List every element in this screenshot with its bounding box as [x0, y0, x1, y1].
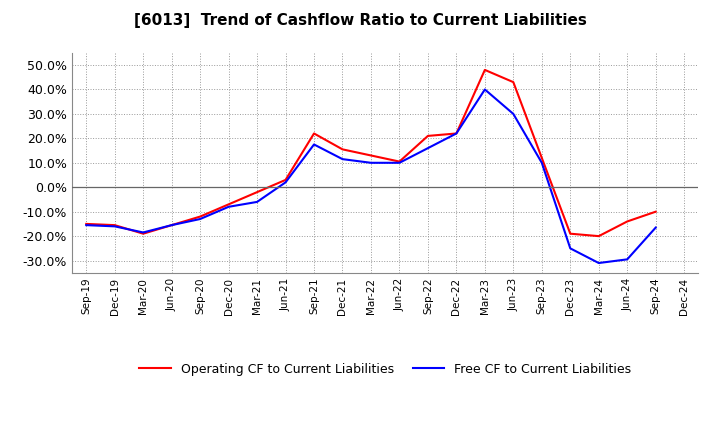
Line: Free CF to Current Liabilities: Free CF to Current Liabilities — [86, 89, 656, 263]
Free CF to Current Liabilities — [82, 223, 91, 228]
Free CF to Current Liabilities — [196, 216, 204, 222]
Operating CF to Current Liabilities — [652, 209, 660, 214]
Line: Operating CF to Current Liabilities: Operating CF to Current Liabilities — [86, 70, 656, 236]
Legend: Operating CF to Current Liabilities, Free CF to Current Liabilities: Operating CF to Current Liabilities, Fre… — [135, 358, 636, 381]
Free CF to Current Liabilities — [310, 142, 318, 147]
Free CF to Current Liabilities — [623, 257, 631, 262]
Free CF to Current Liabilities — [423, 146, 432, 151]
Free CF to Current Liabilities — [366, 160, 375, 165]
Free CF to Current Liabilities — [566, 246, 575, 251]
Operating CF to Current Liabilities — [196, 214, 204, 219]
Operating CF to Current Liabilities — [480, 67, 489, 73]
Operating CF to Current Liabilities — [595, 234, 603, 239]
Free CF to Current Liabilities — [282, 180, 290, 185]
Operating CF to Current Liabilities — [366, 153, 375, 158]
Free CF to Current Liabilities — [480, 87, 489, 92]
Operating CF to Current Liabilities — [452, 131, 461, 136]
Operating CF to Current Liabilities — [509, 80, 518, 85]
Free CF to Current Liabilities — [652, 225, 660, 230]
Operating CF to Current Liabilities — [139, 231, 148, 236]
Operating CF to Current Liabilities — [423, 133, 432, 139]
Operating CF to Current Liabilities — [537, 155, 546, 161]
Operating CF to Current Liabilities — [282, 177, 290, 183]
Free CF to Current Liabilities — [395, 160, 404, 165]
Operating CF to Current Liabilities — [225, 202, 233, 207]
Operating CF to Current Liabilities — [338, 147, 347, 152]
Operating CF to Current Liabilities — [310, 131, 318, 136]
Operating CF to Current Liabilities — [253, 190, 261, 195]
Text: [6013]  Trend of Cashflow Ratio to Current Liabilities: [6013] Trend of Cashflow Ratio to Curren… — [134, 13, 586, 28]
Free CF to Current Liabilities — [253, 199, 261, 205]
Free CF to Current Liabilities — [537, 160, 546, 165]
Free CF to Current Liabilities — [452, 131, 461, 136]
Free CF to Current Liabilities — [167, 223, 176, 228]
Operating CF to Current Liabilities — [82, 221, 91, 227]
Operating CF to Current Liabilities — [623, 219, 631, 224]
Operating CF to Current Liabilities — [167, 223, 176, 228]
Free CF to Current Liabilities — [110, 224, 119, 229]
Free CF to Current Liabilities — [225, 204, 233, 209]
Free CF to Current Liabilities — [139, 230, 148, 235]
Free CF to Current Liabilities — [595, 260, 603, 266]
Free CF to Current Liabilities — [509, 111, 518, 117]
Operating CF to Current Liabilities — [395, 159, 404, 164]
Operating CF to Current Liabilities — [110, 223, 119, 228]
Free CF to Current Liabilities — [338, 157, 347, 162]
Operating CF to Current Liabilities — [566, 231, 575, 236]
